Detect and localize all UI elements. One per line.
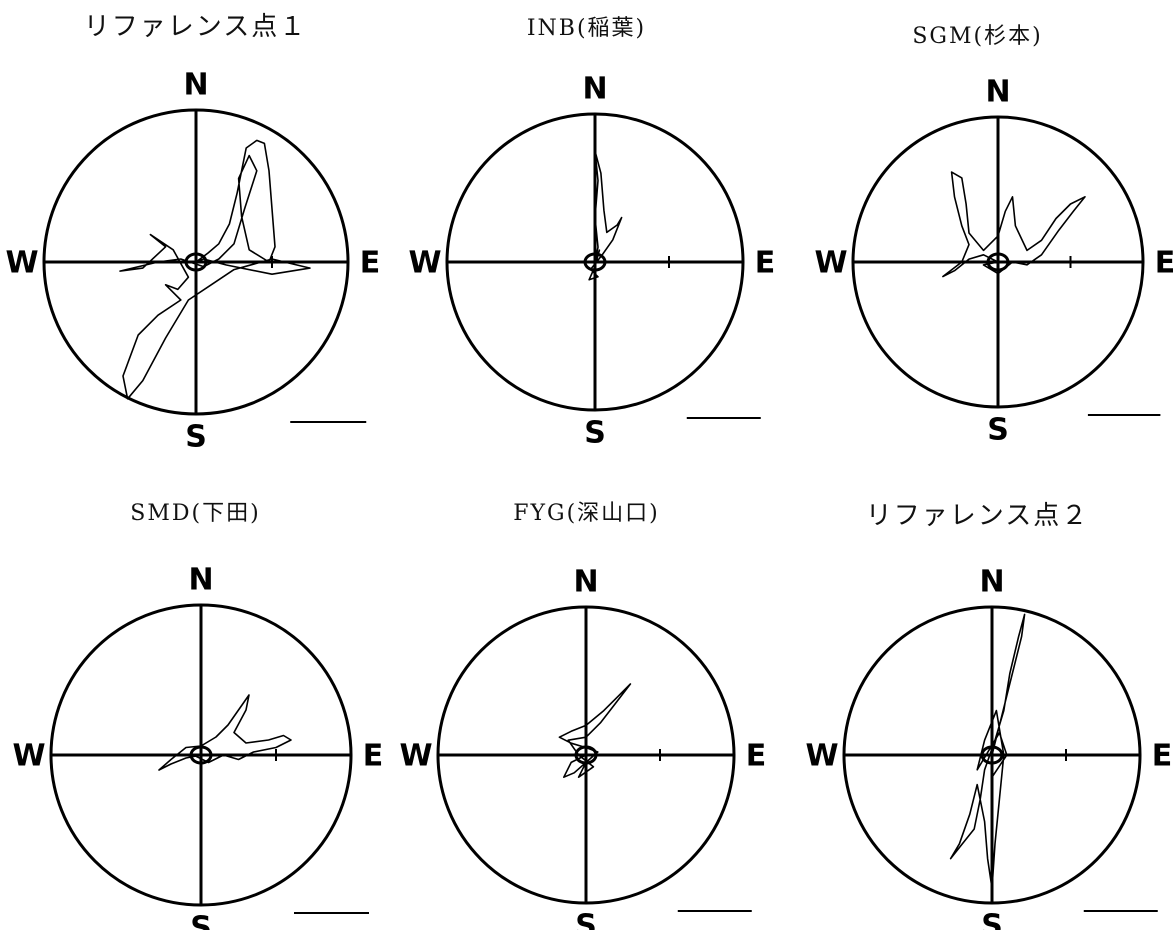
panel-ref1: リファレンス点１ N S E W: [0, 0, 391, 465]
origin-cluster: [189, 745, 213, 765]
south-label: S: [981, 909, 1003, 931]
panel-fyg: FYG(深山口) N S E W: [391, 465, 782, 930]
trajectory-trace: [588, 150, 623, 281]
panel-smd: SMD(下田) N S E W: [0, 465, 391, 930]
panel-ref2: リファレンス点２ N S E W: [782, 465, 1173, 930]
polar-plot: N S E W: [408, 72, 776, 451]
north-label: N: [979, 565, 1004, 600]
south-label: S: [190, 911, 212, 931]
west-label: W: [814, 246, 847, 281]
west-label: W: [12, 739, 45, 774]
panel-title: INB(稲葉): [526, 16, 647, 41]
trajectory-trace: [119, 139, 311, 400]
west-label: W: [399, 739, 432, 774]
origin-cluster: [583, 252, 607, 272]
origin-cluster: [986, 252, 1010, 272]
polar-plot: N S E W: [399, 565, 767, 931]
north-label: N: [183, 68, 208, 103]
east-label: E: [360, 246, 381, 281]
origin-cluster: [574, 745, 598, 765]
east-label: E: [1152, 739, 1173, 774]
south-label: S: [584, 416, 606, 451]
origin-cluster: [980, 745, 1004, 765]
polar-plot: N S E W: [12, 563, 384, 931]
south-label: S: [987, 413, 1009, 448]
trajectory-trace: [558, 683, 632, 779]
origin-cluster: [184, 252, 208, 272]
south-label: S: [575, 909, 597, 931]
panel-title: リファレンス点２: [865, 501, 1090, 531]
west-label: W: [805, 739, 838, 774]
panel-sgm: SGM(杉本) N S E W: [782, 0, 1173, 465]
polar-plot: N S E W: [805, 565, 1173, 931]
panel-inb: INB(稲葉) N S E W: [391, 0, 782, 465]
panel-title: リファレンス点１: [83, 12, 308, 42]
east-label: E: [363, 739, 384, 774]
north-label: N: [985, 75, 1010, 110]
east-label: E: [755, 246, 776, 281]
trajectory-trace: [949, 613, 1026, 890]
trajectory-trace: [158, 694, 292, 771]
north-label: N: [188, 563, 213, 598]
polar-plot: N S E W: [814, 75, 1173, 448]
south-label: S: [185, 420, 207, 455]
north-label: N: [573, 565, 598, 600]
polar-plot: N S E W: [5, 68, 381, 455]
west-label: W: [408, 246, 441, 281]
east-label: E: [746, 739, 767, 774]
panel-title: FYG(深山口): [513, 501, 660, 526]
panel-title: SGM(杉本): [912, 24, 1043, 49]
north-label: N: [582, 72, 607, 107]
panel-title: SMD(下田): [130, 501, 261, 526]
east-label: E: [1155, 246, 1173, 281]
west-label: W: [5, 246, 38, 281]
trajectory-trace: [942, 171, 1086, 278]
